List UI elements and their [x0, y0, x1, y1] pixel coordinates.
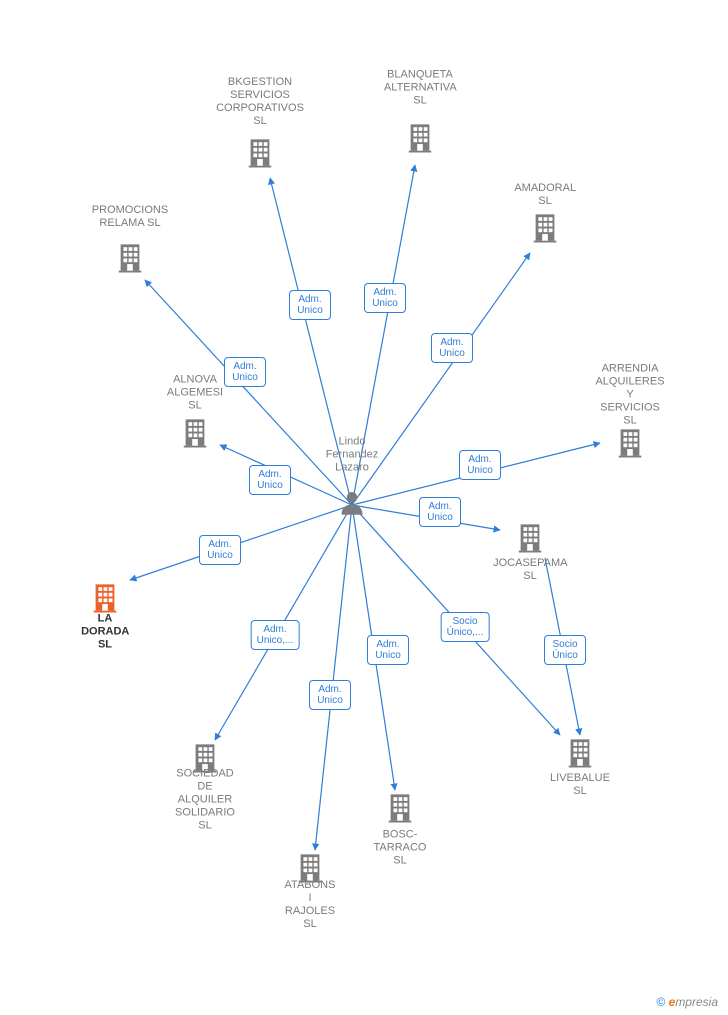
edge-label: Socio Único,... — [441, 612, 490, 642]
edge-label: Adm. Unico — [367, 635, 409, 665]
edge-label: Adm. Unico — [249, 465, 291, 495]
brand-rest: mpresia — [675, 995, 718, 1009]
edge-label: Adm. Unico — [431, 333, 473, 363]
edge-label: Adm. Unico — [224, 357, 266, 387]
company-label: BLANQUETA ALTERNATIVA SL — [384, 69, 456, 108]
company-label: BKGESTION SERVICIOS CORPORATIVOS SL — [216, 76, 304, 128]
footer-attribution: © empresia — [656, 995, 718, 1009]
building-icon — [615, 428, 645, 463]
edge-label: Adm. Unico — [309, 680, 351, 710]
company-label: LA DORADA SL — [81, 613, 129, 652]
building-icon — [405, 123, 435, 158]
edge-label: Adm. Unico — [419, 497, 461, 527]
building-icon — [565, 738, 595, 773]
company-label: LIVEBALUE SL — [550, 772, 610, 798]
edge-label: Adm. Unico — [459, 450, 501, 480]
company-label: AMADORAL SL — [514, 182, 575, 208]
building-icon — [115, 243, 145, 278]
company-label: ARRENDIA ALQUILERES Y SERVICIOS SL — [595, 363, 664, 428]
edge-label: Adm. Unico — [199, 535, 241, 565]
company-label: ALNOVA ALGEMESI SL — [167, 374, 223, 413]
edge-label: Socio Único — [544, 635, 586, 665]
edge-line — [315, 505, 352, 850]
center-person-label: Lindo Fernandez Lazaro — [326, 436, 379, 475]
building-icon — [385, 793, 415, 828]
edge-line — [130, 505, 352, 580]
company-label: ATABONS I RAJOLES SL — [285, 879, 336, 931]
building-icon — [180, 418, 210, 453]
company-label: JOCASEPAMA SL — [493, 557, 567, 583]
edge-label: Adm. Unico — [364, 283, 406, 313]
building-icon — [530, 213, 560, 248]
edge-label: Adm. Unico,... — [251, 620, 300, 650]
copyright-symbol: © — [656, 995, 665, 1009]
company-label: BOSC- TARRACO SL — [374, 829, 427, 868]
diagram-canvas: Lindo Fernandez Lazaro BKGESTION SERVICI… — [0, 0, 728, 1015]
person-icon — [338, 489, 366, 522]
building-icon — [515, 523, 545, 558]
building-icon — [245, 138, 275, 173]
company-label: PROMOCIONS RELAMA SL — [92, 204, 168, 230]
edge-label: Adm. Unico — [289, 290, 331, 320]
company-label: SOCIEDAD DE ALQUILER SOLIDARIO SL — [175, 768, 235, 833]
